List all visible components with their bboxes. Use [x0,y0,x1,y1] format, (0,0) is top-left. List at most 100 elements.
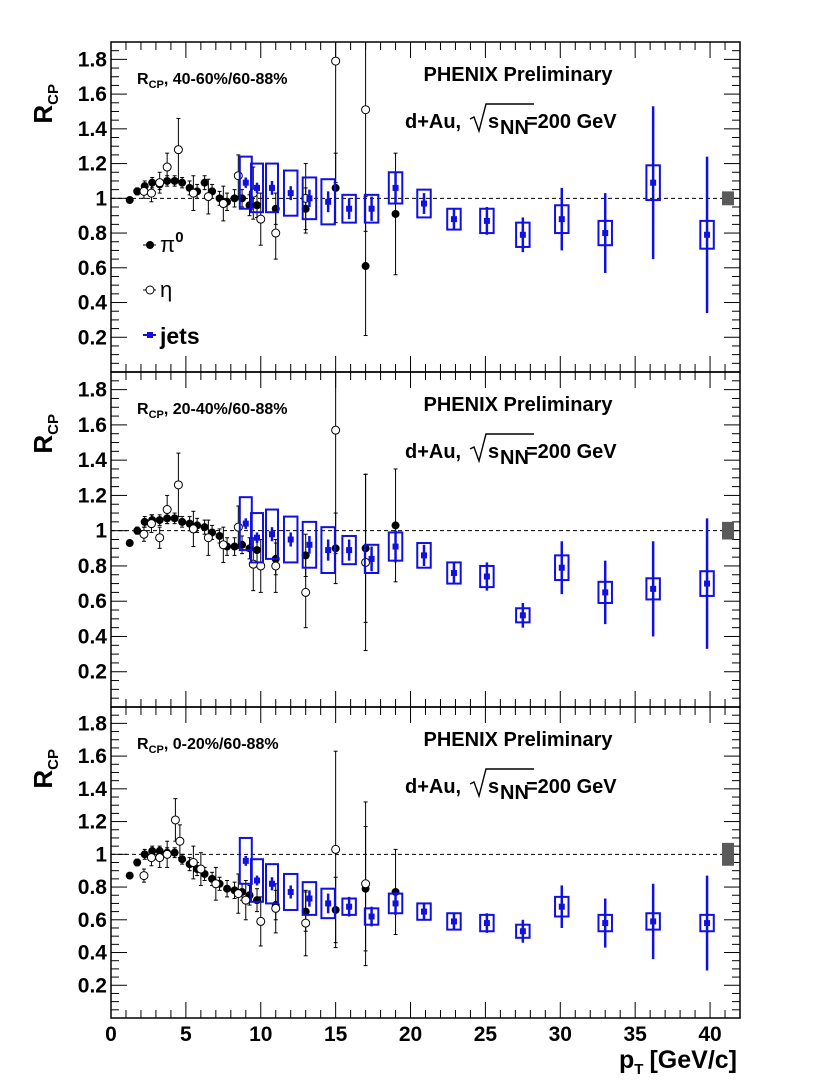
centrality-label-range: , 0-20%/60-88% [164,736,279,753]
centrality-label-sub: CP [149,744,164,756]
jet-sys-box [416,188,432,219]
y-tick-label: 1.2 [78,811,107,834]
x-tick-label: 15 [324,1023,348,1046]
eta-point [203,192,213,202]
jet-point [392,900,399,907]
jet-sys-box [363,193,380,224]
y-tick-label: 0.6 [78,909,107,932]
pi0-point [125,871,134,880]
energy-s: s [488,111,499,133]
jet-point [519,612,526,619]
jet-point [450,216,457,223]
centrality-label-sub: CP [149,79,164,91]
eta-point [162,162,172,172]
legend-jets-label: jets [159,323,200,349]
pi0-point [170,514,179,523]
y-tick-label: 0.6 [78,590,107,613]
eta-point [162,849,172,859]
legend-jets-marker [147,332,153,338]
jet-sys-box [301,520,318,569]
jet-point [368,205,375,212]
legend-pi0-marker [146,241,154,249]
energy-value: =200 GeV [526,111,617,133]
series-eta [139,750,371,967]
energy-s: s [488,776,499,798]
centrality-label-sub: CP [149,409,164,421]
y-tick-label: 1.2 [78,153,107,176]
jet-point [421,908,428,915]
legend-pi0-symbol: π [160,232,175,257]
eta-point [146,188,156,198]
eta-point [146,853,156,863]
normalization-uncertainty-box [722,191,735,206]
jet-sys-box [320,887,336,920]
pi0-point [391,521,400,530]
energy-sub: NN [500,117,529,139]
legend-pi0-label: π0 [160,229,184,257]
jet-point [704,580,711,587]
chart-title: PHENIX Preliminary [424,729,614,751]
eta-point [188,858,198,867]
jet-sys-box [363,543,380,575]
eta-point [146,519,156,529]
y-tick-label: 1.6 [78,745,107,768]
series-jets [238,106,715,313]
y-tick-label: 0.4 [78,942,108,965]
eta-point [271,228,281,238]
jet-point [558,216,565,223]
pi0-point [361,262,370,271]
jet-point [287,536,294,543]
centrality-label-r: R [137,71,149,88]
energy-value: =200 GeV [526,441,617,463]
centrality-label: RCP, 40-60%/60-88% [137,71,287,91]
jet-point [242,857,249,864]
pi0-point [178,855,187,864]
energy-value: =200 GeV [526,776,617,798]
jet-sys-box [282,872,299,911]
series-jets [238,496,715,649]
jet-point [650,179,657,186]
y-tick-label: 0.8 [78,876,108,899]
y-tick-label: 1.4 [78,118,108,141]
pi0-point [170,176,179,185]
normalization-uncertainty-box [722,842,735,866]
sqrt-icon [469,433,534,464]
jet-sys-box [265,162,279,214]
jet-point [704,231,711,238]
y-axis-label-main: R [28,105,58,124]
y-tick-label: 1.4 [78,778,108,801]
jet-point [254,877,261,884]
chart-title: PHENIX Preliminary [424,394,614,416]
jet-point [268,184,275,191]
jet-point [392,184,399,191]
eta-point [173,145,183,155]
eta-point [301,918,311,928]
y-tick-label: 0.2 [78,326,107,349]
pi0-point [215,531,224,540]
y-tick-label: 1.8 [78,48,108,71]
sqrt-icon [469,103,534,134]
y-tick-label: 0.8 [78,555,108,578]
pi0-point [178,178,187,187]
energy-sub: NN [500,782,529,804]
jet-sys-box [320,178,336,226]
panel-data [125,42,715,337]
legend-eta-marker [145,285,155,295]
jet-point [368,913,375,920]
jet-point [650,918,657,925]
x-axis-tick-labels: 0 5 10 15 20 25 30 35 40 [105,1023,722,1046]
jet-point [254,184,261,191]
x-tick-label: 40 [698,1023,721,1046]
series-eta [139,372,371,652]
jet-point [268,880,275,887]
y-tick-label: 1.8 [78,712,108,735]
eta-point [256,214,266,224]
jet-point [450,570,457,576]
pi0-point [170,848,179,857]
legend-pi0-sup: 0 [175,229,183,246]
eta-point [139,871,149,881]
jet-point [325,198,332,205]
y-axis-label-sub: CP [45,749,62,770]
eta-point [175,836,185,846]
